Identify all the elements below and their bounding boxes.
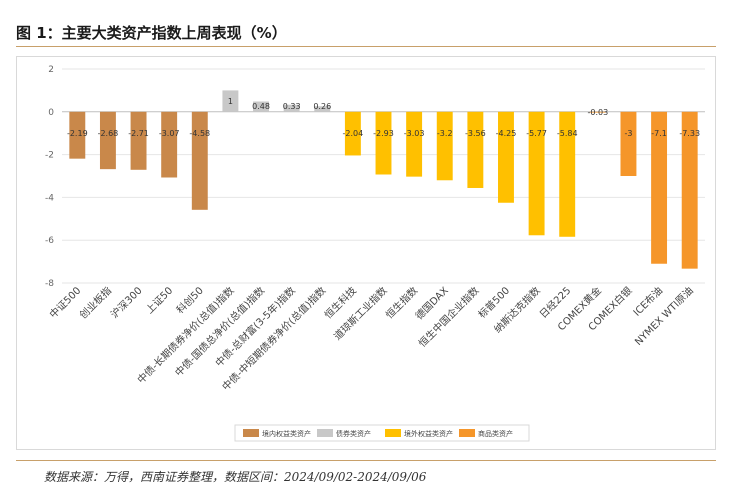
bar xyxy=(222,90,239,112)
data-label: -3.2 xyxy=(437,129,453,138)
data-label: -4.58 xyxy=(189,129,210,138)
bar xyxy=(130,111,147,170)
bar xyxy=(681,111,698,269)
category-label: 上证50 xyxy=(144,285,176,317)
source-note: 数据来源：万得，西南证券整理，数据区间：2024/09/02-2024/09/0… xyxy=(44,470,427,484)
category-label: 道琼斯工业指数 xyxy=(331,284,390,343)
bar xyxy=(253,101,269,112)
category-label: 创业板指 xyxy=(77,284,114,321)
data-label: -2.04 xyxy=(343,129,364,138)
bar xyxy=(498,111,514,203)
bar xyxy=(69,111,86,159)
data-label: -0.03 xyxy=(587,108,608,117)
data-label: 0.48 xyxy=(252,102,270,111)
bar xyxy=(375,111,392,175)
data-label: -3.07 xyxy=(159,129,180,138)
data-label: -5.77 xyxy=(526,129,547,138)
bar xyxy=(559,111,576,237)
y-tick-label: -4 xyxy=(45,193,54,203)
y-tick-label: 2 xyxy=(48,65,54,75)
data-label: -2.68 xyxy=(98,129,119,138)
source-divider xyxy=(16,460,716,461)
data-label: -3 xyxy=(624,129,632,138)
bar xyxy=(620,111,637,176)
chart-frame: 2 0 -2 -4 -6 -8 -2.19 中证500 -2.68 创业板指 -2.71 沪深300 -… xyxy=(16,56,716,450)
bar xyxy=(436,111,453,181)
legend-swatch xyxy=(459,429,475,437)
legend-swatch xyxy=(317,429,333,437)
data-label: -3.56 xyxy=(465,129,486,138)
bar xyxy=(191,111,208,210)
legend-swatch xyxy=(243,429,259,437)
y-tick-label: 0 xyxy=(48,108,54,118)
data-label: 1 xyxy=(228,97,233,106)
legend-label: 商品类资产 xyxy=(478,429,513,438)
bar xyxy=(161,111,178,178)
legend-label: 境内权益类资产 xyxy=(262,429,311,438)
data-label: -7.33 xyxy=(679,129,700,138)
bar xyxy=(467,111,484,188)
y-tick-label: -2 xyxy=(45,151,54,161)
legend-label: 境外权益类资产 xyxy=(404,429,453,438)
legend-swatch xyxy=(385,429,401,437)
figure-title: 图 1：主要大类资产指数上周表现（%） xyxy=(16,24,287,42)
bar xyxy=(283,104,300,112)
title-divider xyxy=(16,46,716,47)
legend-box xyxy=(234,424,530,442)
data-label: 0.33 xyxy=(283,102,301,111)
bar xyxy=(99,111,116,170)
bar xyxy=(406,111,423,177)
bar xyxy=(651,111,668,264)
bar-chart: 2 0 -2 -4 -6 -8 -2.19 中证500 -2.68 创业板指 -2.71 沪深300 -… xyxy=(45,65,705,442)
data-label: -3.03 xyxy=(404,129,425,138)
data-label: -2.19 xyxy=(67,129,88,138)
data-label: 0.26 xyxy=(313,102,331,111)
category-label: 沪深300 xyxy=(108,284,145,321)
y-tick-label: -6 xyxy=(45,236,54,246)
bar xyxy=(344,111,361,156)
data-label: -7.1 xyxy=(651,129,667,138)
legend-label: 债券类资产 xyxy=(336,429,371,438)
data-label: -5.84 xyxy=(557,129,578,138)
bar xyxy=(528,111,545,236)
category-label: 中证500 xyxy=(47,284,84,321)
bar xyxy=(314,106,331,112)
data-label: -2.71 xyxy=(128,129,149,138)
data-label: -4.25 xyxy=(496,129,517,138)
y-tick-label: -8 xyxy=(45,279,54,289)
data-label: -2.93 xyxy=(373,129,394,138)
category-label: 科创50 xyxy=(174,284,206,316)
bar xyxy=(589,111,606,113)
